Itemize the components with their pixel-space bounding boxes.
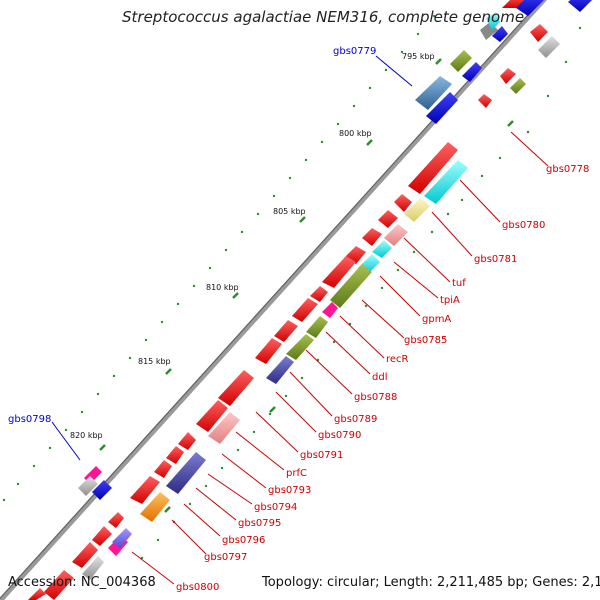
gene-arrow [166,452,206,494]
position-labels: 795 kbp 800 kbp 805 kbp 810 kbp 815 kbp … [70,52,435,440]
position-label-795: 795 kbp [402,52,435,61]
gene-arrow [166,446,184,464]
gene-label-gbs0790: gbs0790 [318,430,361,441]
gene-label-ddl: ddl [372,372,387,383]
gene-arrow [130,476,160,504]
gene-arrow [408,142,458,194]
position-label-820: 820 kbp [70,431,103,440]
gene-arrow [208,412,240,444]
gene-label-gbs0796: gbs0796 [222,535,265,546]
gene-arrow [394,194,412,212]
gene-label-gbs0779: gbs0779 [333,46,376,57]
gene-arrow [462,62,482,82]
topology-text: Topology: circular; Length: 2,211,485 bp… [261,575,600,590]
gene-arrow [530,24,548,42]
gene-arrow [415,76,452,110]
position-label-815: 815 kbp [138,357,171,366]
gene-arrow [306,316,328,338]
gene-arrow [568,0,592,12]
gene-arrow [112,528,132,548]
gene-arrow [292,298,318,322]
kbp-ticks [99,58,514,513]
gene-label-gbs0778: gbs0778 [546,164,589,175]
gene-arrow [274,320,298,342]
gene-arrow [28,588,46,600]
scale-dots [2,14,582,560]
gene-arrow [538,36,560,58]
gene-label-gbs0789: gbs0789 [334,414,377,425]
gene-arrow [92,480,112,500]
gene-arrow [424,160,468,204]
gene-labels: gbs0779 gbs0778 gbs0780 gbs0781 tuf tpiA… [8,46,589,593]
gene-label-recR: recR [386,354,409,365]
gene-label-gbs0800: gbs0800 [176,582,219,593]
gene-label-tuf: tuf [452,278,466,289]
accession-text: Accession: NC_004368 [8,575,156,590]
gene-label-gbs0798: gbs0798 [8,414,51,425]
position-label-810: 810 kbp [206,283,239,292]
gene-label-gbs0795: gbs0795 [238,518,281,529]
gene-label-gbs0788: gbs0788 [354,392,397,403]
gene-arrow [492,26,508,42]
map-title: Streptococcus agalactiae NEM316, complet… [122,8,524,26]
position-label-805: 805 kbp [273,207,306,216]
gene-arrow [330,264,372,308]
gene-arrow [286,334,314,360]
gene-arrow [404,198,430,222]
gene-arrow [384,224,408,246]
gene-arrow [255,338,282,364]
gene-arrow [500,68,516,84]
gene-label-gpmA: gpmA [422,314,451,325]
gene-arrow [266,356,294,384]
gene-label-gbs0794: gbs0794 [254,502,297,513]
gene-arrow [486,12,500,30]
gene-arrow [378,210,398,228]
position-label-800: 800 kbp [339,129,372,138]
gene-label-gbs0781: gbs0781 [474,254,517,265]
gene-label-prfC: prfC [286,468,307,479]
label-leaders [51,55,549,585]
gene-label-gbs0785: gbs0785 [404,335,447,346]
gene-arrow [510,78,526,94]
top-cluster [78,0,592,500]
gene-arrow [196,400,228,432]
gene-arrow [178,432,196,450]
gene-label-gbs0797: gbs0797 [204,552,247,563]
gene-arrow [478,94,492,108]
gene-arrow [72,542,98,568]
gene-label-gbs0791: gbs0791 [300,450,343,461]
gene-label-gbs0793: gbs0793 [268,485,311,496]
gene-arrow [310,286,328,302]
gene-arrow [322,256,356,288]
gene-arrow [372,240,392,258]
gene-arrow [450,50,472,72]
gene-arrow [108,512,124,528]
gene-arrow [82,556,104,580]
forward-genes [28,0,530,600]
gene-label-tpiA: tpiA [440,295,460,306]
gene-arrow [154,460,172,478]
gene-arrow [78,476,98,496]
gene-arrow [92,526,112,546]
gene-arrow [44,570,74,600]
gene-arrow [516,0,544,16]
gene-arrow [426,92,458,124]
reverse-genes [82,0,544,580]
gene-arrow [140,492,170,522]
gene-arrow [218,370,254,406]
gene-arrow [362,228,382,246]
gene-label-gbs0780: gbs0780 [502,220,545,231]
gene-arrow [322,302,338,318]
